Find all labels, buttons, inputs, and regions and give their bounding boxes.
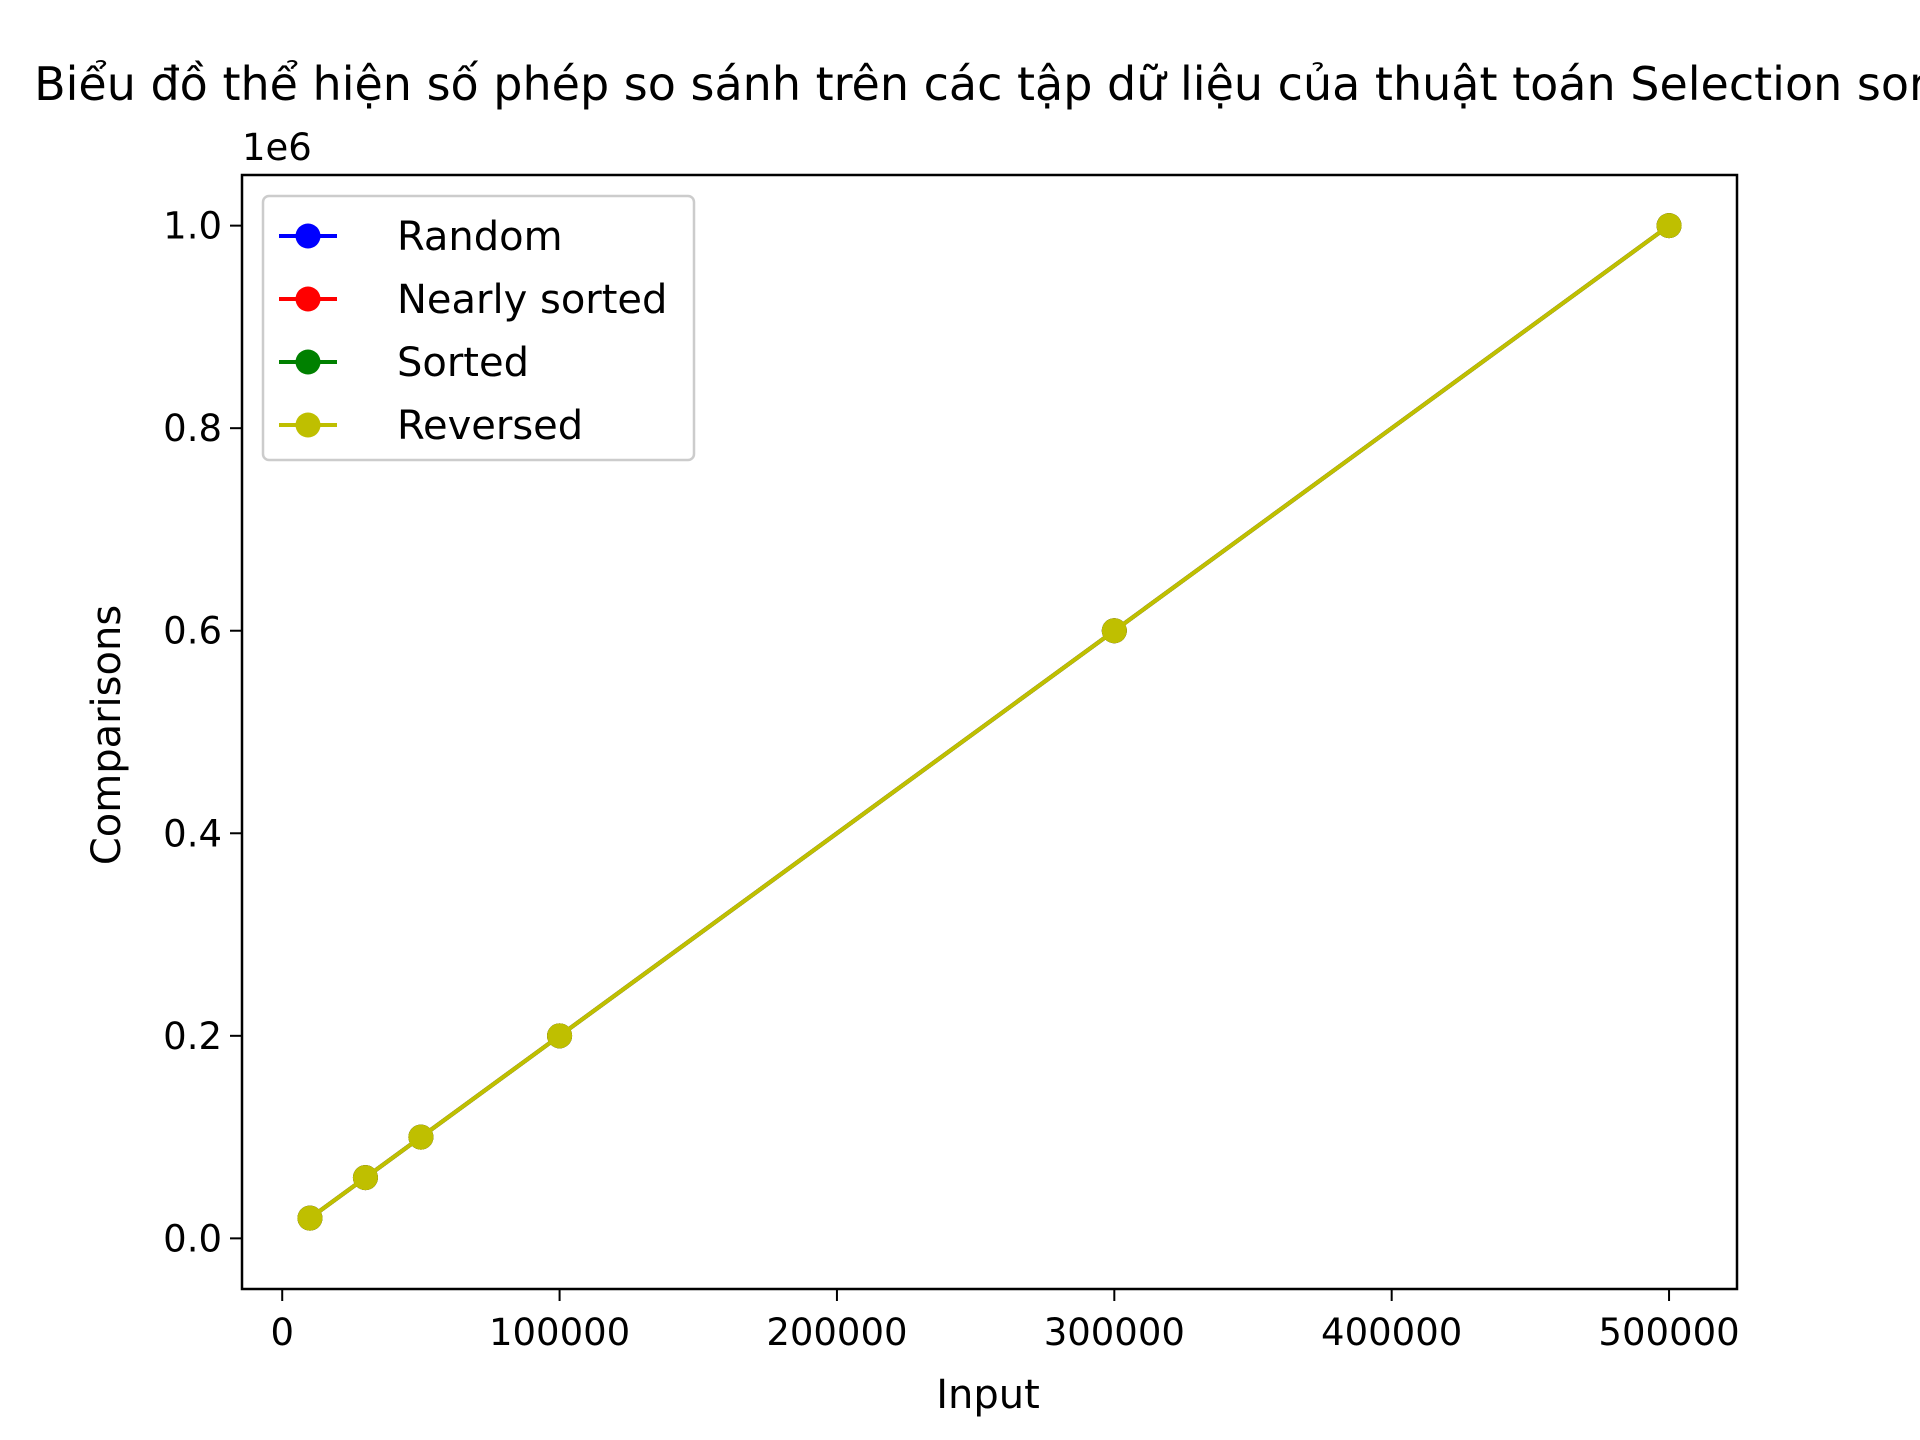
- x-tick-label: 200000: [766, 1311, 907, 1354]
- data-point-reversed: [1101, 618, 1127, 644]
- legend-marker-sorted: [295, 349, 321, 375]
- y-tick-label: 0.6: [163, 610, 222, 653]
- legend-label-reversed: Reversed: [397, 403, 583, 449]
- y-tick-label: 0.2: [163, 1015, 222, 1058]
- plot-area-frame: [240, 173, 1739, 1291]
- x-tick-label: 0: [270, 1311, 294, 1354]
- legend-box: [261, 194, 696, 462]
- x-tick-label: 300000: [1044, 1311, 1185, 1354]
- data-point-reversed: [408, 1124, 434, 1150]
- x-tick-label: 500000: [1598, 1311, 1739, 1354]
- y-axis-label: Comparisons: [84, 605, 130, 865]
- legend-label-nearly-sorted: Nearly sorted: [397, 277, 667, 323]
- legend: Random Nearly sorted Sorted Reversed: [261, 194, 696, 462]
- chart-title: Biểu đồ thể hiện số phép so sánh trên cá…: [34, 57, 1920, 111]
- legend-marker-reversed: [295, 412, 321, 438]
- legend-label-sorted: Sorted: [397, 340, 529, 386]
- series-reversed: [297, 213, 1682, 1231]
- data-point-reversed: [1656, 213, 1682, 239]
- legend-label-random: Random: [397, 214, 563, 260]
- x-axis-label: Input: [936, 1372, 1040, 1418]
- y-tick-label: 0.4: [163, 812, 222, 855]
- x-axis-ticks: 0 100000 200000 300000 400000 500000: [270, 1289, 1740, 1354]
- y-tick-label: 1.0: [163, 205, 222, 248]
- data-point-reversed: [352, 1165, 378, 1191]
- x-tick-label: 400000: [1321, 1311, 1462, 1354]
- data-point-reversed: [547, 1023, 573, 1049]
- y-tick-label: 0.0: [163, 1217, 222, 1260]
- y-axis-offset-label: 1e6: [242, 126, 312, 169]
- series-layer: [297, 213, 1682, 1231]
- legend-marker-random: [295, 223, 321, 249]
- y-tick-label: 0.8: [163, 407, 222, 450]
- legend-marker-nearly-sorted: [295, 286, 321, 312]
- data-point-reversed: [297, 1205, 323, 1231]
- x-tick-label: 100000: [489, 1311, 630, 1354]
- y-axis-ticks: 0.0 0.2 0.4 0.6 0.8 1.0: [163, 205, 242, 1260]
